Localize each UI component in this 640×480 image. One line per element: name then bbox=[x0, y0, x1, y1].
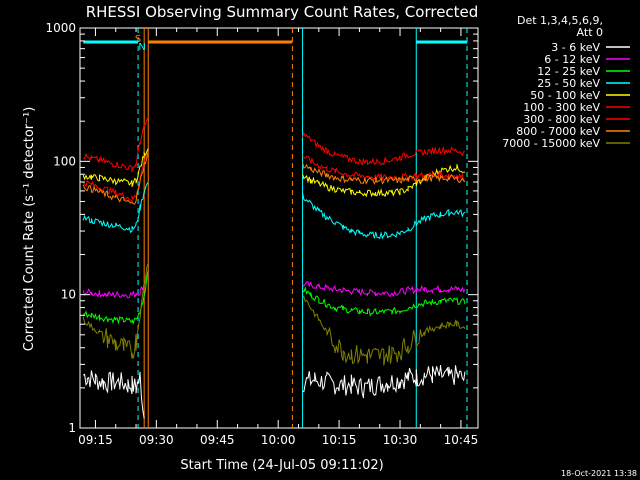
legend-label: 12 - 25 keV bbox=[537, 65, 600, 78]
legend-label: 25 - 50 keV bbox=[537, 77, 600, 90]
series-line-4 bbox=[82, 148, 466, 198]
plot-border bbox=[79, 27, 479, 429]
legend-label: 6 - 12 keV bbox=[544, 53, 600, 66]
chart-title: RHESSI Observing Summary Count Rates, Co… bbox=[86, 3, 479, 21]
series-line-5 bbox=[83, 116, 466, 173]
legend-label: 50 - 100 keV bbox=[530, 89, 600, 102]
x-tick-label: 10:45 bbox=[444, 433, 479, 447]
legend-label: 100 - 300 keV bbox=[523, 101, 600, 114]
series-line-1 bbox=[82, 273, 466, 299]
timestamp: 18-Oct-2021 13:38 bbox=[561, 469, 637, 478]
x-tick-label: 10:30 bbox=[383, 433, 418, 447]
annotation-label-s: S bbox=[135, 34, 141, 45]
annotation-label-n: N bbox=[138, 42, 145, 53]
legend-label: 300 - 800 keV bbox=[523, 113, 600, 126]
legend-header: Det 1,3,4,5,6,9, bbox=[517, 14, 603, 27]
series-line-7 bbox=[82, 150, 466, 205]
x-tick-label: 09:30 bbox=[139, 433, 174, 447]
x-tick-label: 09:45 bbox=[200, 433, 235, 447]
series-line-2 bbox=[83, 270, 466, 325]
x-tick-label: 09:15 bbox=[78, 433, 113, 447]
legend-label: 800 - 7000 keV bbox=[516, 125, 600, 138]
series-lines bbox=[82, 116, 466, 419]
x-axis-label: Start Time (24-Jul-05 09:11:02) bbox=[180, 458, 383, 473]
series-line-3 bbox=[82, 182, 466, 240]
y-tick-label: 1 bbox=[68, 421, 76, 435]
y-axis-label: Corrected Count Rate (s⁻¹ detector⁻¹) bbox=[22, 107, 37, 352]
series-line-8 bbox=[82, 262, 466, 366]
x-tick-label: 10:00 bbox=[261, 433, 296, 447]
series-line-6 bbox=[82, 151, 466, 202]
annotations: SN bbox=[83, 28, 468, 428]
plot-frame bbox=[79, 27, 479, 429]
y-tick-label: 10 bbox=[61, 288, 76, 302]
legend-label: 7000 - 15000 keV bbox=[502, 137, 600, 150]
y-tick-label: 1000 bbox=[45, 21, 76, 35]
x-tick-label: 10:15 bbox=[322, 433, 357, 447]
series-line-0 bbox=[82, 364, 466, 419]
legend-label: 3 - 6 keV bbox=[551, 41, 600, 54]
axis-ticks: 09:15 09:30 09:45 10:00 10:15 10:30 10:45 1 10 10… bbox=[45, 21, 478, 447]
legend-header: Att 0 bbox=[577, 26, 603, 39]
y-tick-label: 100 bbox=[53, 154, 76, 168]
